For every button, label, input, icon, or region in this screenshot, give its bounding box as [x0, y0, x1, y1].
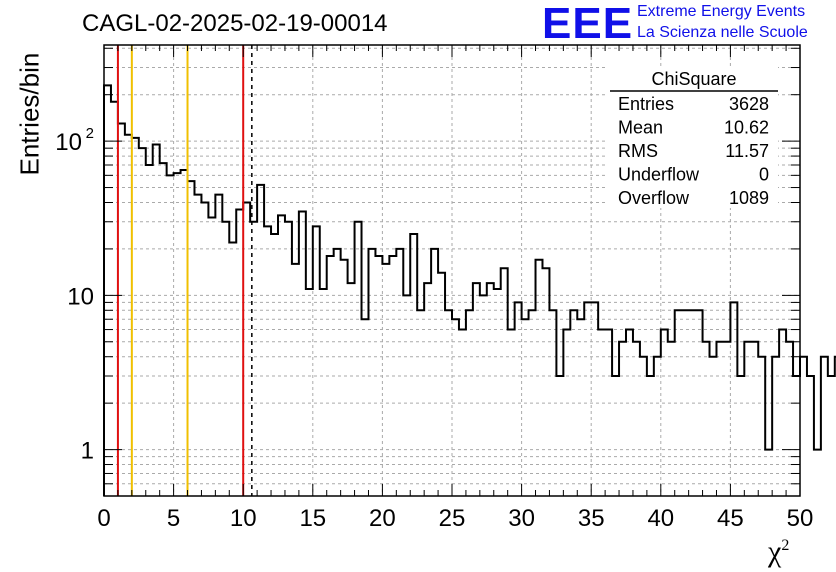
stats-row-value: 11.57	[725, 141, 769, 161]
x-tick-label: 40	[647, 505, 674, 532]
stats-row-value: 3628	[729, 94, 769, 114]
stats-row-label: RMS	[618, 141, 658, 161]
x-tick-label: 0	[97, 505, 110, 532]
x-axis-label-sup: 2	[781, 537, 790, 554]
x-tick-label: 15	[299, 505, 326, 532]
x-axis-label: χ2	[768, 535, 789, 569]
y-tick-label: 1	[81, 438, 94, 465]
logo-line-2: La Scienza nelle Scuole	[637, 24, 808, 41]
stats-row-label: Mean	[618, 118, 663, 138]
stats-box	[606, 66, 778, 208]
x-tick-label: 20	[369, 505, 396, 532]
y-tick-label: 10	[55, 129, 82, 156]
stats-row-label: Underflow	[618, 165, 700, 185]
x-tick-label: 45	[717, 505, 744, 532]
x-tick-label: 30	[508, 505, 535, 532]
x-tick-label: 25	[439, 505, 466, 532]
logo-line-1: Extreme Energy Events	[637, 3, 806, 20]
y-tick-label: 10	[67, 283, 94, 310]
x-tick-label: 35	[578, 505, 605, 532]
stats-row-label: Entries	[618, 94, 674, 114]
x-tick-label: 50	[787, 505, 814, 532]
stats-row-value: 1089	[729, 188, 769, 208]
stats-row-label: Overflow	[618, 188, 690, 208]
chart-title: CAGL-02-2025-02-19-00014	[82, 10, 388, 37]
stats-box-title: ChiSquare	[651, 69, 736, 89]
y-tick-exponent: 2	[86, 125, 94, 142]
x-tick-label: 5	[167, 505, 180, 532]
x-tick-label: 10	[230, 505, 257, 532]
x-axis-label-base: χ	[768, 535, 782, 568]
histogram-bins	[103, 84, 836, 496]
eee-logo: EEE	[542, 0, 634, 48]
stats-row-value: 10.62	[724, 118, 769, 138]
stats-row-value: 0	[759, 165, 769, 185]
y-axis-label: Entries/bin	[14, 52, 45, 176]
